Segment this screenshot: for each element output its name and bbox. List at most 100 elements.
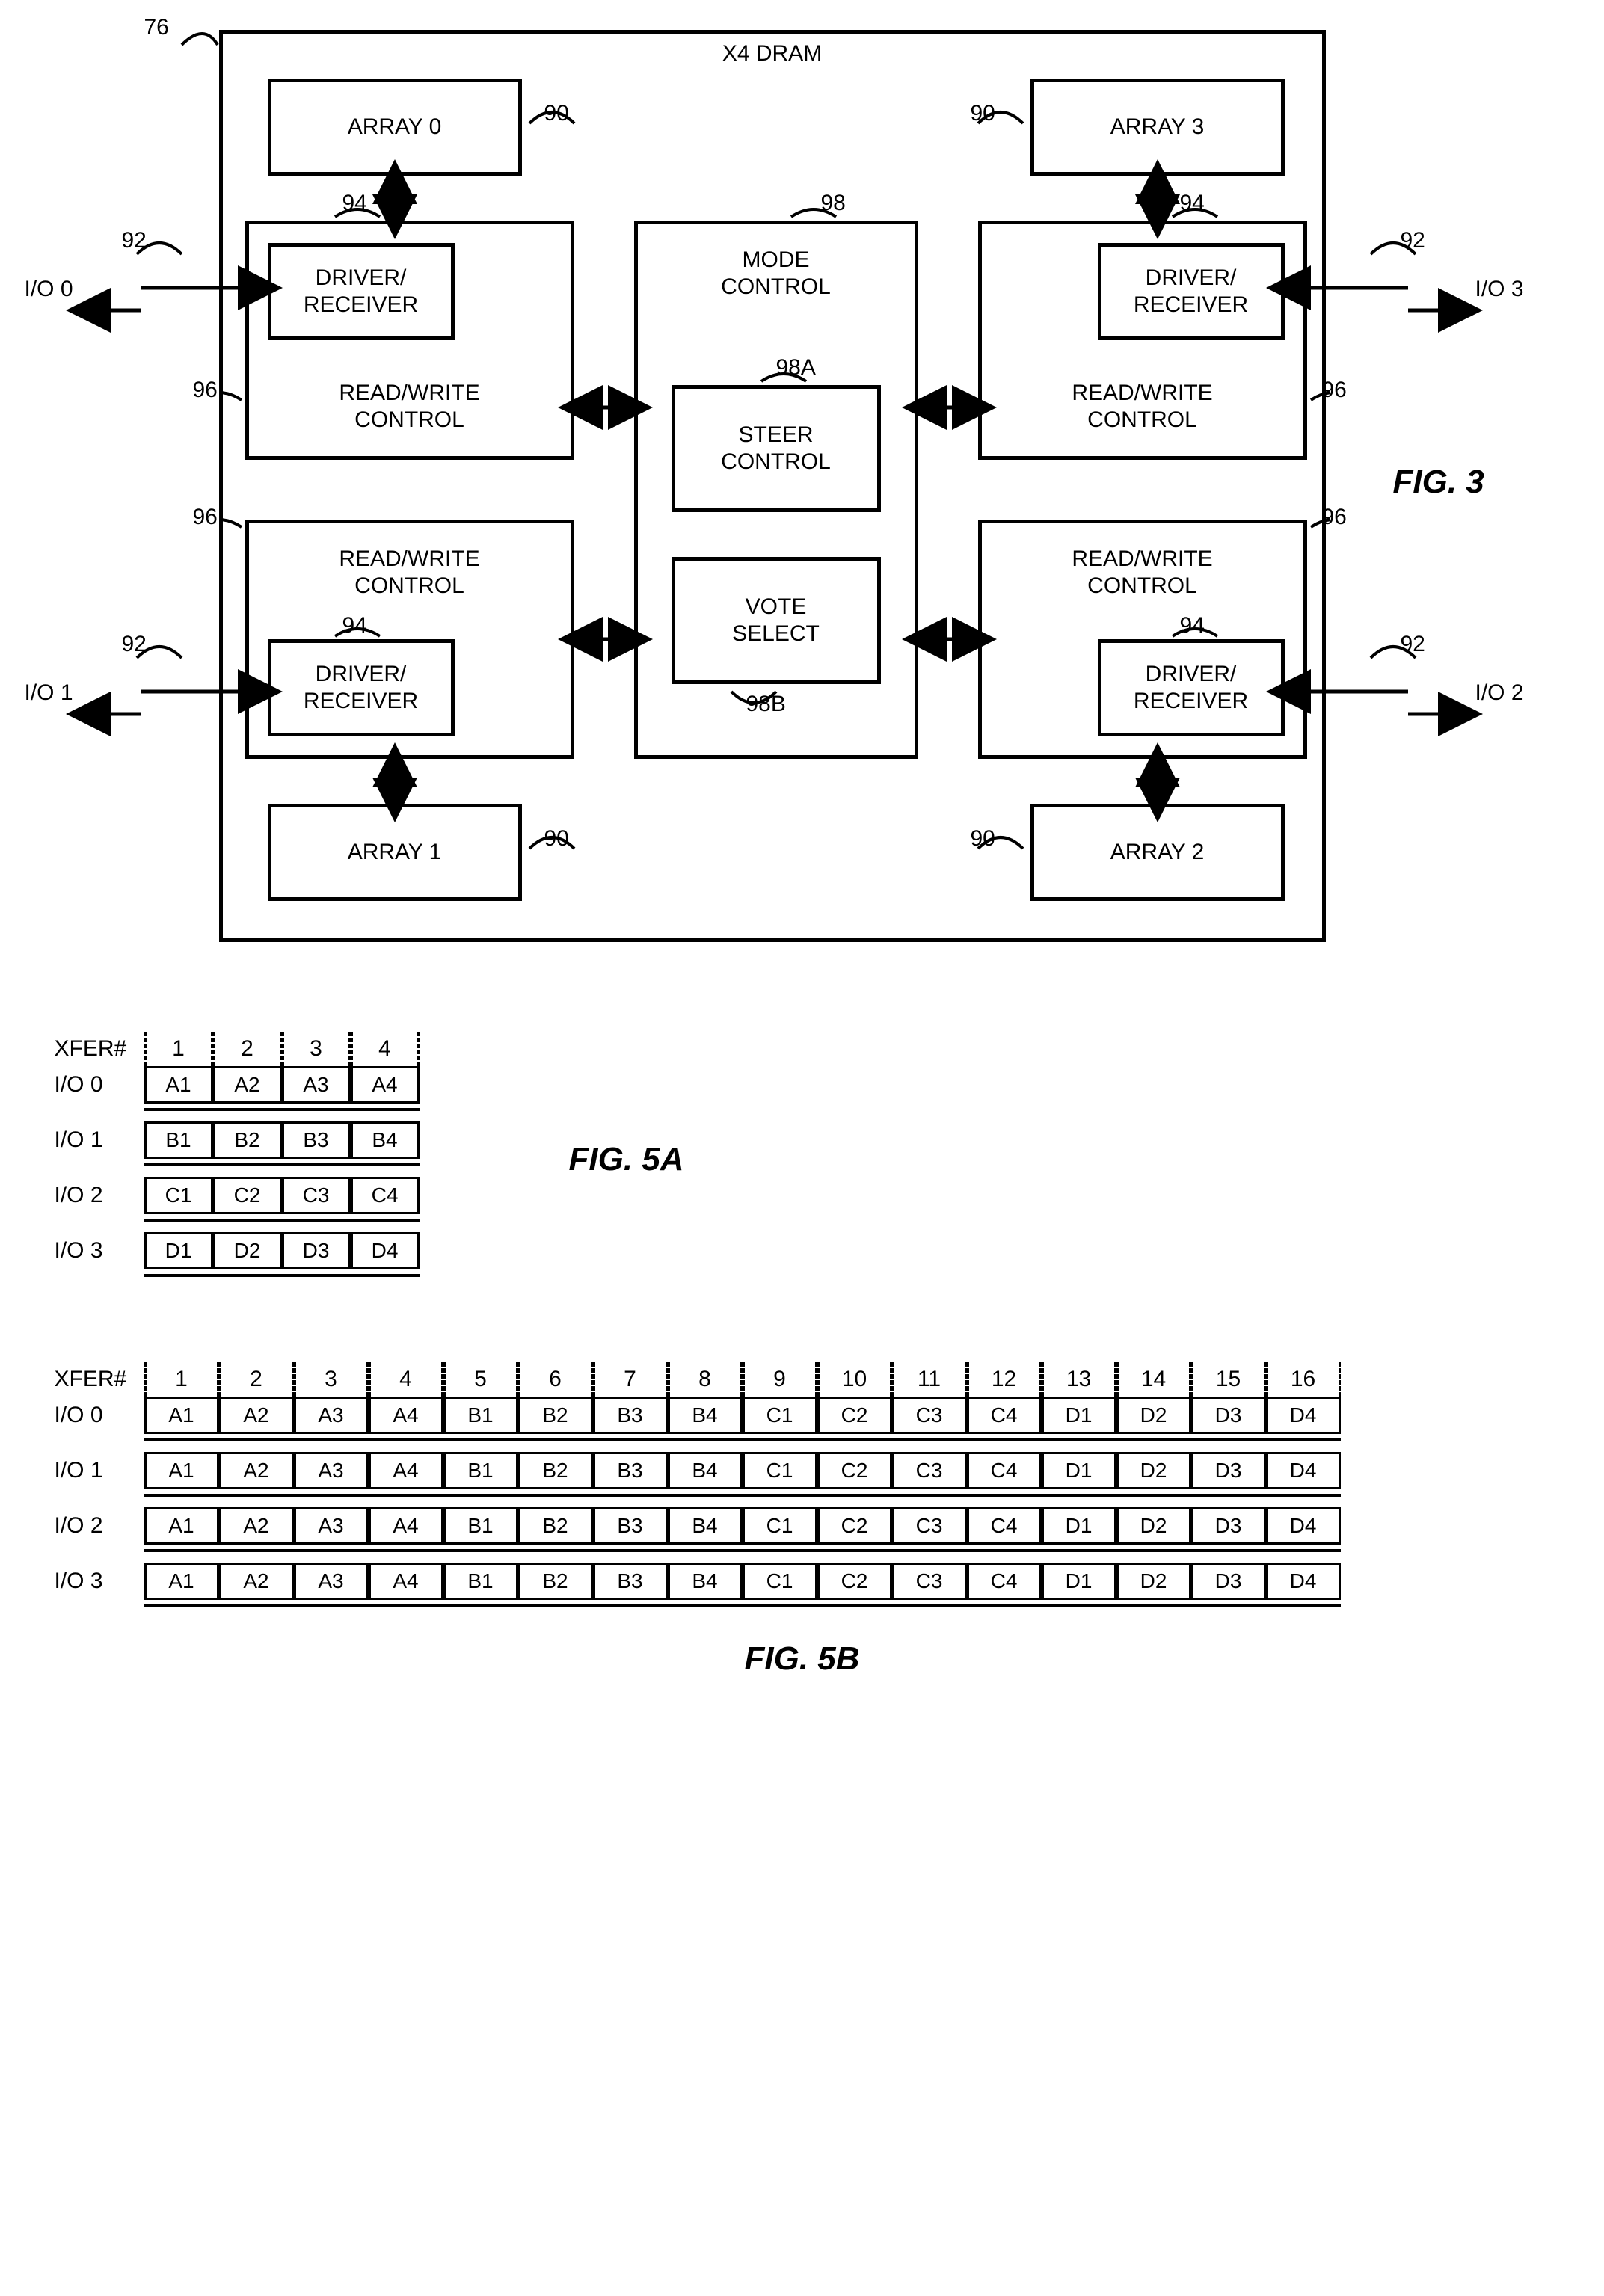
data-cell: A1	[144, 1397, 219, 1434]
data-cell: C1	[743, 1397, 817, 1434]
data-cell: B3	[593, 1563, 668, 1600]
xfer-label: XFER#	[55, 1036, 144, 1062]
ref-90-a1: 90	[544, 826, 569, 852]
ref-98b: 98B	[746, 692, 786, 717]
data-cell: B4	[668, 1397, 743, 1434]
data-cell: D4	[1266, 1507, 1341, 1545]
data-cell: A4	[369, 1563, 443, 1600]
data-cell: B4	[668, 1452, 743, 1489]
ref-94-0: 94	[342, 191, 367, 216]
driver-3-label: DRIVER/ RECEIVER	[1134, 265, 1248, 318]
data-cell: D2	[1116, 1563, 1191, 1600]
data-cell: B1	[443, 1507, 518, 1545]
data-cell: C4	[967, 1563, 1042, 1600]
col-header: 3	[294, 1362, 369, 1397]
data-cell: D3	[1191, 1507, 1266, 1545]
data-cell: B2	[518, 1563, 593, 1600]
ref-98a: 98A	[776, 355, 816, 381]
data-cell: A3	[294, 1507, 369, 1545]
io-1-label: I/O 1	[25, 680, 73, 706]
data-cell: C1	[144, 1177, 213, 1214]
data-cell: B2	[213, 1121, 282, 1159]
data-cell: C1	[743, 1452, 817, 1489]
data-cell: B4	[668, 1507, 743, 1545]
data-cell: C3	[892, 1507, 967, 1545]
data-cell: D1	[1042, 1452, 1116, 1489]
row-label: I/O 0	[55, 1072, 144, 1098]
col-header: 2	[213, 1032, 282, 1066]
ref-92-0: 92	[122, 228, 147, 253]
data-cell: D4	[1266, 1563, 1341, 1600]
data-cell: B4	[351, 1121, 420, 1159]
col-header: 5	[443, 1362, 518, 1397]
row-label: I/O 1	[55, 1127, 144, 1153]
data-cell: D1	[1042, 1507, 1116, 1545]
data-cell: B3	[593, 1397, 668, 1434]
ref-94-3: 94	[1180, 191, 1205, 216]
row-label: I/O 0	[55, 1403, 144, 1428]
data-cell: C3	[892, 1397, 967, 1434]
col-header: 13	[1042, 1362, 1116, 1397]
steer-control: STEER CONTROL	[672, 385, 881, 512]
array-1: ARRAY 1	[268, 804, 522, 901]
data-cell: C2	[817, 1452, 892, 1489]
col-header: 3	[282, 1032, 351, 1066]
col-header: 11	[892, 1362, 967, 1397]
data-cell: C3	[892, 1452, 967, 1489]
row-label: I/O 2	[55, 1513, 144, 1539]
driver-2-label: DRIVER/ RECEIVER	[1134, 661, 1248, 715]
array-3-label: ARRAY 3	[1110, 114, 1205, 141]
driver-0: DRIVER/ RECEIVER	[268, 243, 455, 340]
ref-92-2: 92	[1401, 632, 1425, 657]
data-cell: C1	[743, 1563, 817, 1600]
fig5a-label: FIG. 5A	[569, 1141, 684, 1178]
data-cell: A2	[213, 1066, 282, 1104]
table-5b: XFER#12345678910111213141516I/O 0A1A2A3A…	[55, 1362, 1341, 1618]
ref-90-a3: 90	[971, 101, 995, 126]
ref-98: 98	[821, 191, 846, 216]
col-header: 6	[518, 1362, 593, 1397]
data-cell: C3	[282, 1177, 351, 1214]
data-cell: D2	[213, 1232, 282, 1269]
xfer-label: XFER#	[55, 1367, 144, 1392]
io-2-label: I/O 2	[1475, 680, 1524, 706]
col-header: 12	[967, 1362, 1042, 1397]
col-header: 9	[743, 1362, 817, 1397]
data-cell: C3	[892, 1563, 967, 1600]
data-cell: A3	[294, 1397, 369, 1434]
row-label: I/O 2	[55, 1183, 144, 1208]
dram-title: X4 DRAM	[722, 41, 822, 67]
data-cell: B4	[668, 1563, 743, 1600]
ref-96-2: 96	[1322, 505, 1347, 530]
data-cell: D4	[1266, 1452, 1341, 1489]
col-header: 7	[593, 1362, 668, 1397]
ref-96-1: 96	[193, 505, 218, 530]
data-cell: B2	[518, 1452, 593, 1489]
data-cell: B2	[518, 1507, 593, 1545]
col-header: 15	[1191, 1362, 1266, 1397]
dram-box: X4 DRAM ARRAY 0 90 ARRAY 3 90 ARRAY 1 90…	[219, 30, 1326, 942]
data-cell: C4	[967, 1452, 1042, 1489]
row-label: I/O 3	[55, 1569, 144, 1594]
col-header: 14	[1116, 1362, 1191, 1397]
data-cell: A4	[369, 1397, 443, 1434]
data-cell: D2	[1116, 1452, 1191, 1489]
col-header: 1	[144, 1032, 213, 1066]
col-header: 1	[144, 1362, 219, 1397]
data-cell: D1	[1042, 1563, 1116, 1600]
data-cell: B3	[593, 1507, 668, 1545]
data-cell: D2	[1116, 1507, 1191, 1545]
driver-2: DRIVER/ RECEIVER	[1098, 639, 1285, 736]
figure-5a: XFER#1234I/O 0A1A2A3A4I/O 1B1B2B3B4I/O 2…	[55, 1032, 1550, 1287]
data-cell: C4	[351, 1177, 420, 1214]
rw-1-label: READ/WRITE CONTROL	[339, 546, 479, 600]
fig5b-label: FIG. 5B	[744, 1640, 859, 1677]
data-cell: A3	[294, 1563, 369, 1600]
data-cell: C4	[967, 1507, 1042, 1545]
table-5a: XFER#1234I/O 0A1A2A3A4I/O 1B1B2B3B4I/O 2…	[55, 1032, 420, 1287]
data-cell: B2	[518, 1397, 593, 1434]
array-0-label: ARRAY 0	[348, 114, 442, 141]
col-header: 8	[668, 1362, 743, 1397]
data-cell: C2	[817, 1397, 892, 1434]
data-cell: A4	[369, 1507, 443, 1545]
